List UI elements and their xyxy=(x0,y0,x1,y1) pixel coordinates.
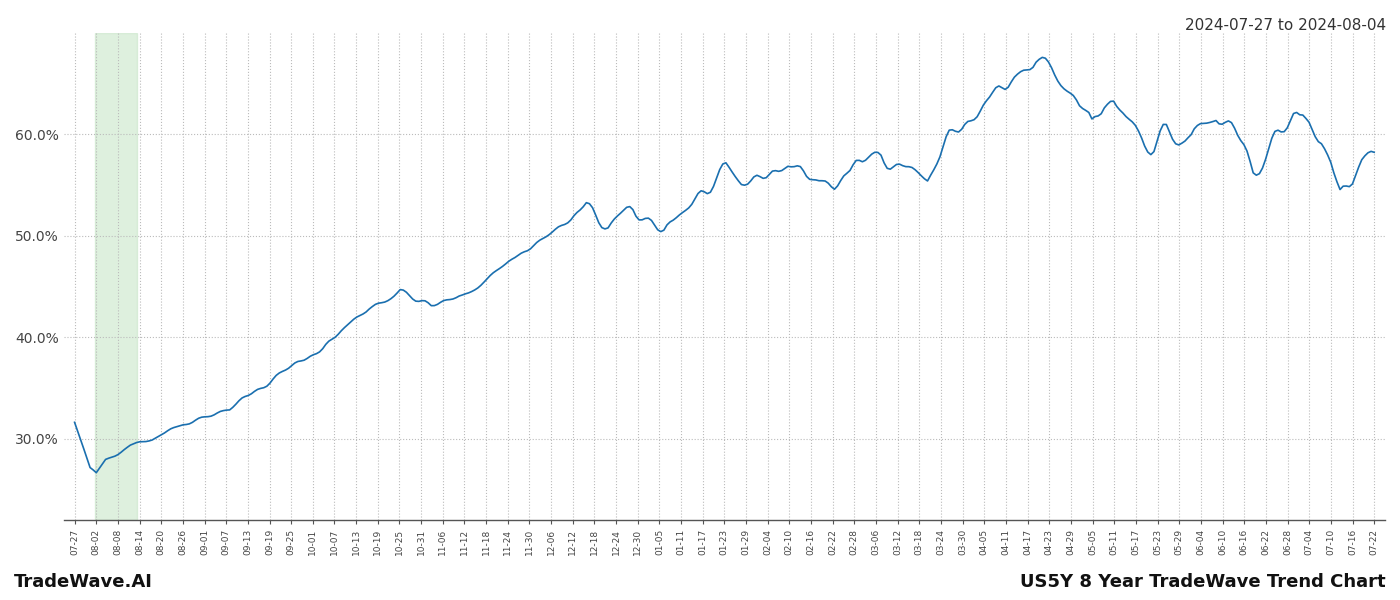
Text: 2024-07-27 to 2024-08-04: 2024-07-27 to 2024-08-04 xyxy=(1184,18,1386,33)
Text: TradeWave.AI: TradeWave.AI xyxy=(14,573,153,591)
Bar xyxy=(95,33,137,520)
Text: US5Y 8 Year TradeWave Trend Chart: US5Y 8 Year TradeWave Trend Chart xyxy=(1021,573,1386,591)
